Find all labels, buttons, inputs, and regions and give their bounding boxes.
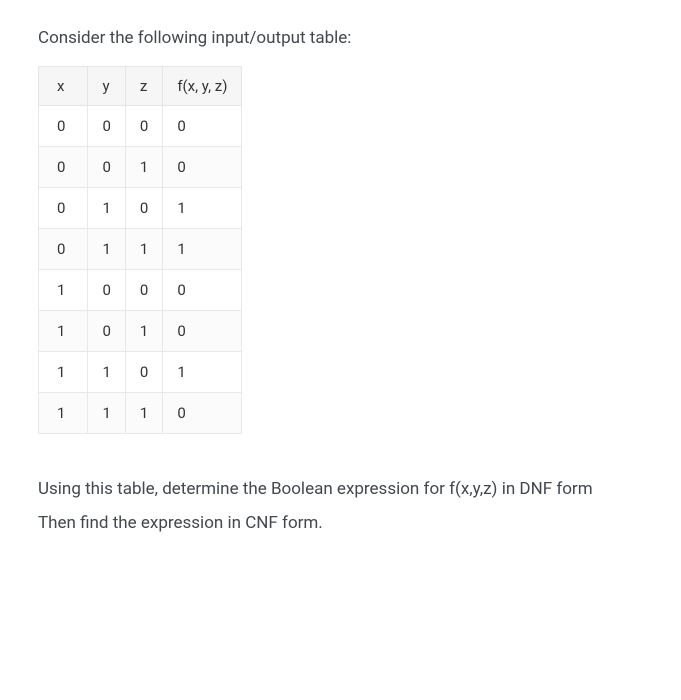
cell: 0 xyxy=(163,106,242,147)
cell: 1 xyxy=(125,311,162,352)
table-row: 1 1 0 1 xyxy=(39,352,242,393)
cell: 0 xyxy=(39,106,88,147)
cell: 1 xyxy=(88,352,125,393)
cell: 0 xyxy=(39,188,88,229)
intro-text: Consider the following input/output tabl… xyxy=(38,28,643,48)
table-row: 1 0 0 0 xyxy=(39,270,242,311)
cell: 1 xyxy=(39,352,88,393)
cell: 0 xyxy=(163,147,242,188)
cell: 1 xyxy=(163,188,242,229)
col-header-z: z xyxy=(125,67,162,106)
table-row: 0 1 1 1 xyxy=(39,229,242,270)
truth-table: x y z f(x, y, z) 0 0 0 0 0 0 1 0 0 1 0 1… xyxy=(38,66,242,434)
question-line-1: Using this table, determine the Boolean … xyxy=(38,479,593,499)
table-row: 1 0 1 0 xyxy=(39,311,242,352)
cell: 1 xyxy=(163,352,242,393)
table-row: 0 1 0 1 xyxy=(39,188,242,229)
cell: 1 xyxy=(88,188,125,229)
cell: 0 xyxy=(163,393,242,434)
cell: 0 xyxy=(163,311,242,352)
cell: 1 xyxy=(39,270,88,311)
cell: 0 xyxy=(39,147,88,188)
cell: 0 xyxy=(88,270,125,311)
cell: 1 xyxy=(125,393,162,434)
cell: 0 xyxy=(88,311,125,352)
cell: 0 xyxy=(125,270,162,311)
cell: 0 xyxy=(39,229,88,270)
cell: 1 xyxy=(39,311,88,352)
question-text: Using this table, determine the Boolean … xyxy=(38,472,643,540)
col-header-x: x xyxy=(39,67,88,106)
table-row: 1 1 1 0 xyxy=(39,393,242,434)
cell: 1 xyxy=(125,229,162,270)
col-header-f: f(x, y, z) xyxy=(163,67,242,106)
cell: 0 xyxy=(163,270,242,311)
cell: 1 xyxy=(88,229,125,270)
table-row: 0 0 1 0 xyxy=(39,147,242,188)
question-line-2: Then find the expression in CNF form. xyxy=(38,513,323,533)
cell: 1 xyxy=(125,147,162,188)
table-body: 0 0 0 0 0 0 1 0 0 1 0 1 0 1 1 1 1 0 0 0 xyxy=(39,106,242,434)
cell: 0 xyxy=(125,352,162,393)
cell: 0 xyxy=(125,188,162,229)
cell: 1 xyxy=(163,229,242,270)
table-row: 0 0 0 0 xyxy=(39,106,242,147)
cell: 1 xyxy=(39,393,88,434)
cell: 0 xyxy=(125,106,162,147)
cell: 0 xyxy=(88,106,125,147)
col-header-y: y xyxy=(88,67,125,106)
cell: 1 xyxy=(88,393,125,434)
table-header-row: x y z f(x, y, z) xyxy=(39,67,242,106)
cell: 0 xyxy=(88,147,125,188)
